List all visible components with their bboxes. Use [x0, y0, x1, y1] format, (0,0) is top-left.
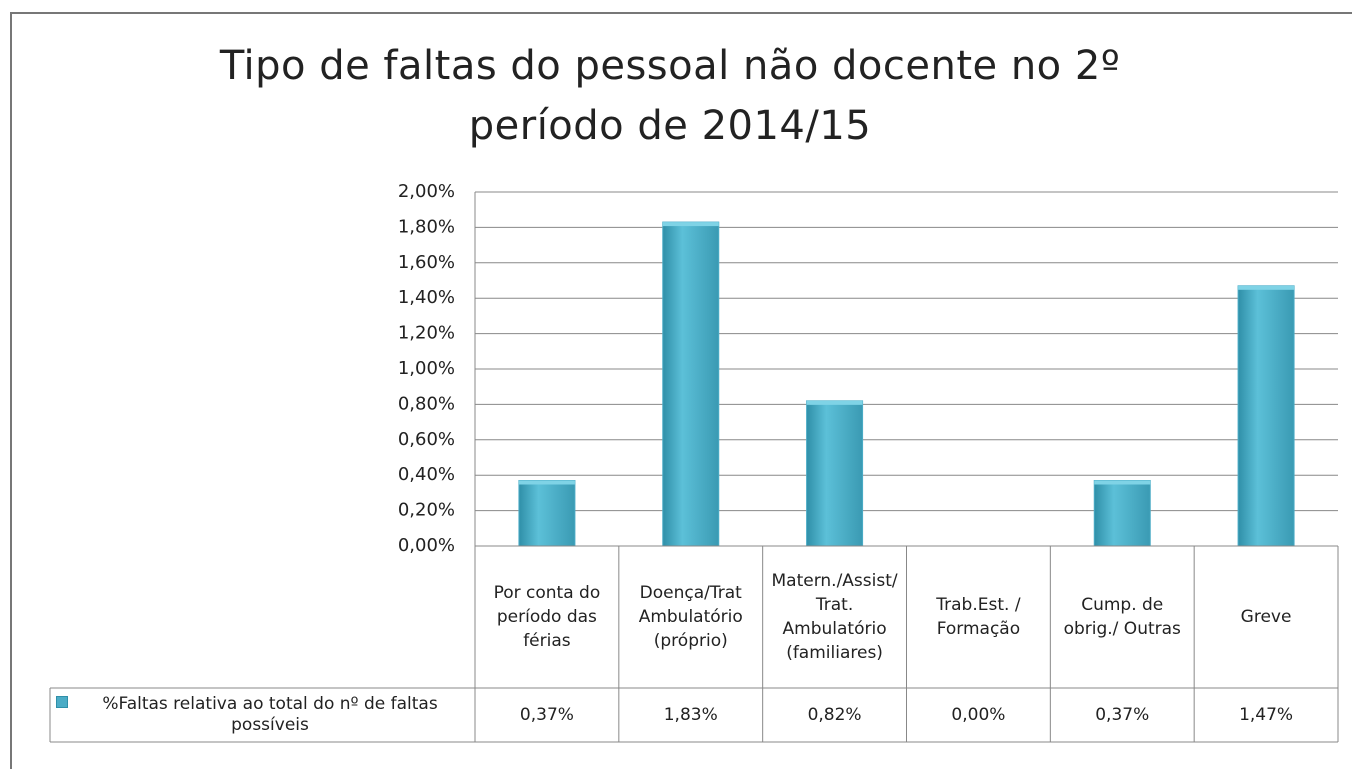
category-label: Doença/Trat Ambulatório (próprio) — [638, 583, 743, 651]
y-tick-label: 1,00% — [398, 358, 455, 379]
bar-cap — [662, 222, 719, 227]
y-tick-label: 1,80% — [398, 216, 455, 237]
category-label: Matern./Assist/ Trat. Ambulatório (famil… — [771, 571, 898, 663]
data-table-value: 1,83% — [663, 705, 718, 725]
y-tick-label: 0,60% — [398, 429, 455, 450]
y-tick-label: 1,60% — [398, 252, 455, 273]
legend-label: %Faltas relativa ao total do nº de falta… — [102, 694, 438, 735]
data-table-value: 0,00% — [951, 705, 1006, 725]
bar-cap — [1094, 480, 1151, 485]
y-tick-label: 0,00% — [398, 535, 455, 556]
bar — [518, 480, 576, 547]
legend-cell: %Faltas relativa ao total do nº de falta… — [50, 688, 475, 742]
chart-frame — [10, 12, 1352, 769]
bar-cap — [518, 480, 575, 485]
y-tick-label: 1,20% — [398, 323, 455, 344]
y-tick-label: 0,80% — [398, 393, 455, 414]
y-tick-label: 2,00% — [398, 181, 455, 202]
category-label: Greve — [1240, 607, 1292, 627]
data-table-value: 0,82% — [807, 705, 862, 725]
legend-key — [56, 696, 68, 708]
chart-title: Tipo de faltas do pessoal não docente no… — [219, 43, 1121, 149]
y-tick-label: 0,40% — [398, 464, 455, 485]
bar-cap — [806, 400, 863, 405]
y-tick-label: 1,40% — [398, 287, 455, 308]
data-table-value: 0,37% — [1095, 705, 1150, 725]
bar — [1237, 285, 1295, 547]
category-label: Cump. de obrig./ Outras — [1063, 595, 1181, 639]
bar — [662, 221, 720, 547]
data-table-value: 0,37% — [519, 705, 574, 725]
bar — [806, 400, 864, 547]
category-label: Trab.Est. / Formação — [936, 595, 1021, 639]
y-tick-label: 0,20% — [398, 500, 455, 521]
bar — [1093, 480, 1151, 547]
category-label: Por conta do período das férias — [493, 583, 601, 651]
data-table-value: 1,47% — [1239, 705, 1294, 725]
bar-cap — [1238, 285, 1295, 290]
